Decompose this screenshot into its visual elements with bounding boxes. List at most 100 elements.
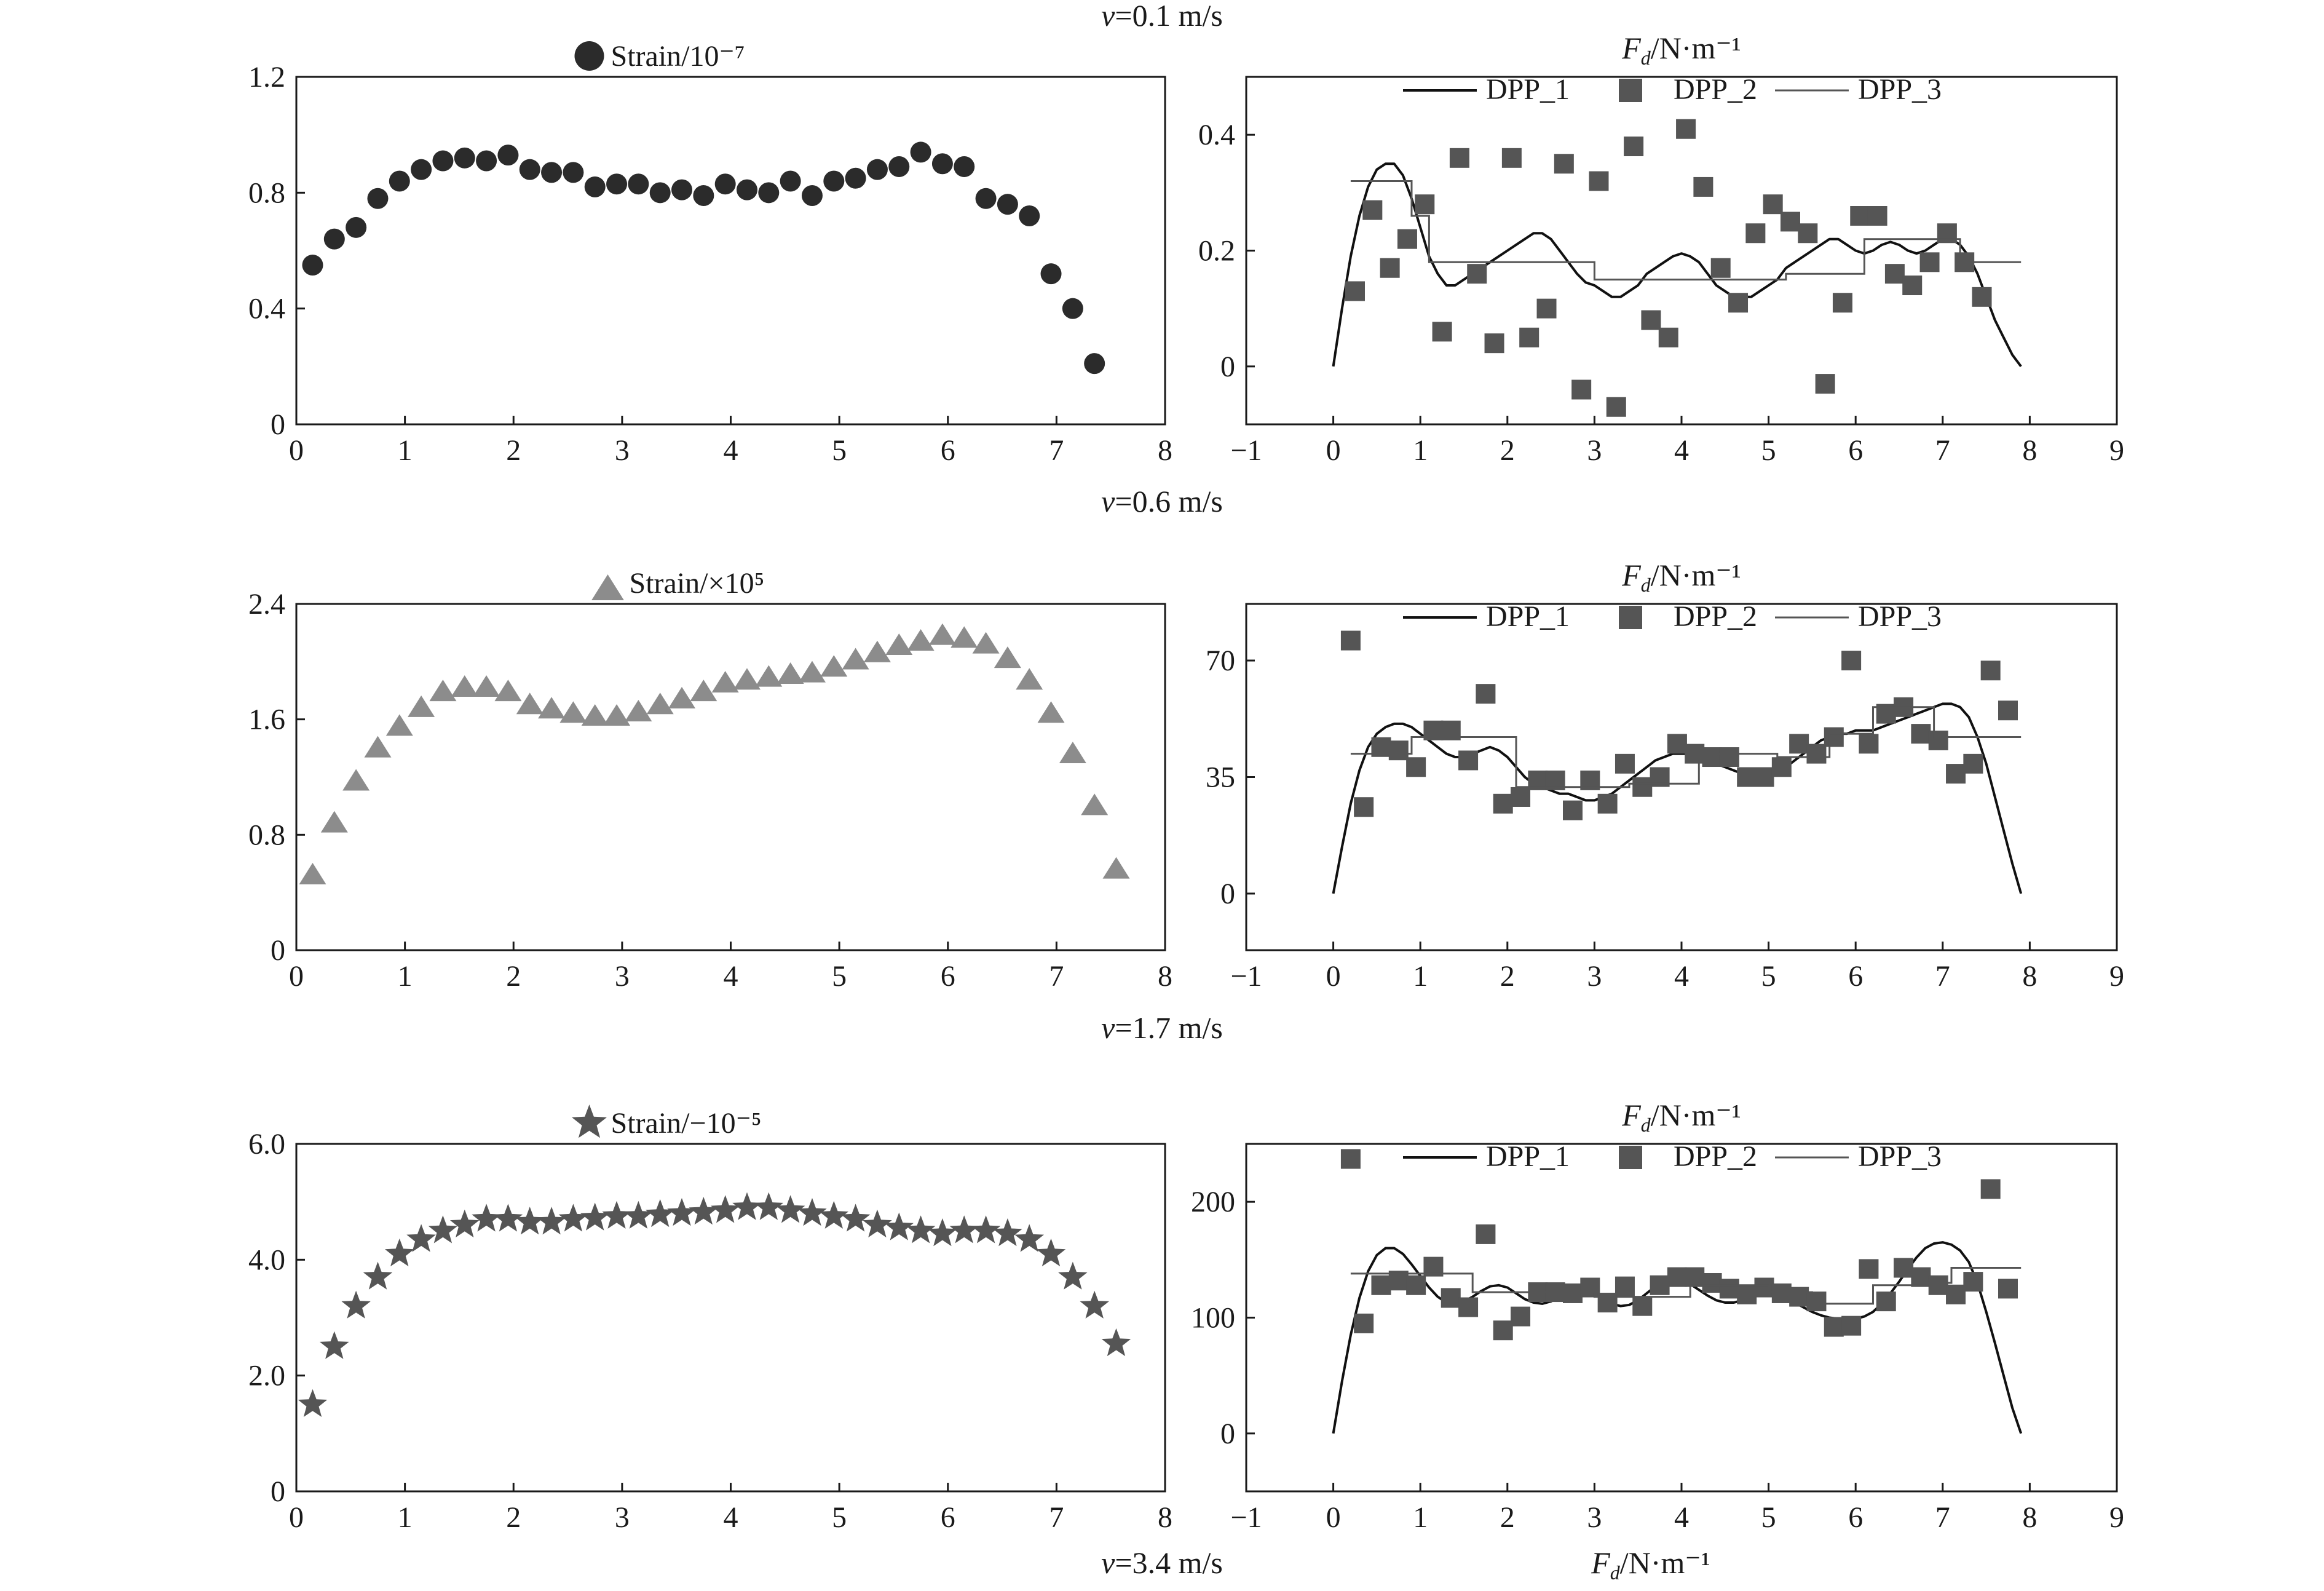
data-point	[454, 147, 475, 169]
data-point-dpp2	[1963, 1272, 1983, 1292]
data-point	[1058, 1261, 1088, 1290]
data-point	[931, 153, 953, 175]
y-tick-label: 1.2	[248, 61, 285, 93]
data-point-dpp2	[1832, 293, 1852, 313]
x-tick-label: 8	[2022, 434, 2037, 467]
data-point-dpp2	[1963, 753, 1983, 774]
data-point	[736, 179, 757, 200]
y-tick-label: 0.2	[1198, 235, 1235, 268]
data-point	[558, 1204, 588, 1232]
data-point	[411, 159, 432, 180]
data-point	[954, 156, 975, 177]
legend-dpp1-label: DPP_1	[1486, 73, 1570, 106]
x-tick-label: 0	[1326, 434, 1341, 467]
data-point-dpp2	[1667, 1267, 1687, 1287]
x-tick-label: 1	[398, 960, 413, 993]
data-point	[341, 1290, 371, 1319]
data-point-dpp2	[1406, 1275, 1426, 1295]
data-point-dpp2	[1476, 1224, 1496, 1244]
data-point	[580, 1202, 610, 1231]
x-tick-label: 1	[1413, 434, 1428, 467]
data-point-dpp2	[1719, 747, 1739, 768]
legend-dpp1-label: DPP_1	[1486, 1140, 1570, 1173]
title-marker	[591, 574, 624, 600]
data-point	[1019, 205, 1040, 226]
data-point	[758, 182, 780, 204]
data-point	[797, 1198, 827, 1226]
data-point	[602, 1200, 631, 1229]
data-point-dpp2	[1658, 327, 1678, 347]
data-point-dpp2	[1998, 1279, 2018, 1299]
legend-dpp2-label: DPP_2	[1674, 73, 1757, 106]
x-tick-label: 0	[1326, 1501, 1341, 1534]
x-tick-label: 5	[832, 960, 847, 993]
legend-dpp2-swatch	[1619, 606, 1642, 629]
data-point-dpp2	[1650, 1275, 1670, 1295]
x-tick-label: 6	[941, 434, 955, 467]
data-point-dpp2	[1441, 1288, 1461, 1308]
data-point-dpp2	[1824, 727, 1844, 747]
x-tick-label: 1	[398, 434, 413, 467]
y-tick-label: 0	[271, 408, 285, 441]
x-tick-label: 8	[2022, 960, 2037, 993]
y-tick-label: 2.4	[248, 588, 285, 621]
x-tick-label: 6	[941, 1501, 955, 1534]
data-point	[819, 1200, 849, 1229]
data-point	[389, 170, 410, 192]
data-point-dpp2	[1737, 767, 1757, 787]
data-point-dpp2	[1449, 148, 1469, 168]
data-point	[780, 170, 801, 192]
data-point-dpp2	[1850, 206, 1870, 226]
data-point	[1102, 857, 1130, 879]
data-point	[346, 216, 367, 238]
data-point-dpp2	[1771, 1283, 1792, 1303]
legend-dpp3-label: DPP_3	[1858, 73, 1942, 106]
x-tick-label: 6	[1848, 1501, 1863, 1534]
chart-title: Fd/N·m⁻¹	[1621, 558, 1741, 596]
data-point-dpp2	[1806, 744, 1827, 764]
x-tick-label: 5	[1761, 434, 1776, 467]
data-point-dpp2	[1467, 264, 1487, 284]
data-point-dpp2	[1476, 684, 1496, 704]
plot-frame	[295, 1143, 1166, 1493]
data-point-dpp2	[1632, 1296, 1653, 1316]
data-point	[754, 1192, 784, 1220]
data-point-dpp2	[1589, 171, 1609, 191]
data-point-dpp2	[1493, 1320, 1513, 1341]
x-tick-label: 5	[832, 1501, 847, 1534]
data-point	[801, 185, 823, 207]
data-point-dpp2	[1667, 734, 1687, 754]
x-tick-label: 1	[1413, 1501, 1428, 1534]
x-tick-label: 9	[2109, 434, 2124, 467]
data-point-dpp2	[1937, 223, 1957, 244]
data-point	[1101, 1328, 1131, 1357]
x-tick-label: 3	[1587, 1501, 1602, 1534]
legend-dpp2-swatch	[1619, 1146, 1642, 1169]
x-tick-label: 3	[615, 1501, 630, 1534]
y-tick-label: 0.4	[1198, 119, 1235, 151]
data-point-dpp2	[1397, 229, 1417, 249]
data-point-dpp2	[1536, 298, 1557, 319]
y-tick-label: 100	[1191, 1302, 1235, 1335]
data-point-dpp2	[1972, 287, 1992, 307]
series-dpp3-step	[1350, 1267, 2022, 1305]
y-tick-label: 4.0	[248, 1244, 285, 1276]
data-point	[537, 1207, 566, 1235]
data-point	[476, 150, 497, 172]
data-point	[689, 1197, 719, 1225]
data-point	[711, 671, 739, 693]
data-point	[603, 704, 631, 726]
data-point	[840, 1204, 871, 1232]
data-point-dpp2	[1737, 1284, 1757, 1304]
data-point-dpp2	[1501, 148, 1522, 168]
data-point-dpp2	[1876, 1291, 1896, 1312]
data-point-dpp2	[1789, 734, 1809, 754]
x-tick-label: 0	[1326, 960, 1341, 993]
data-point	[581, 704, 609, 726]
data-point-dpp2	[1415, 194, 1435, 215]
data-point	[472, 1204, 501, 1232]
x-tick-label: 1	[1413, 960, 1428, 993]
x-tick-label: 2	[506, 1501, 521, 1534]
data-point	[563, 162, 584, 183]
